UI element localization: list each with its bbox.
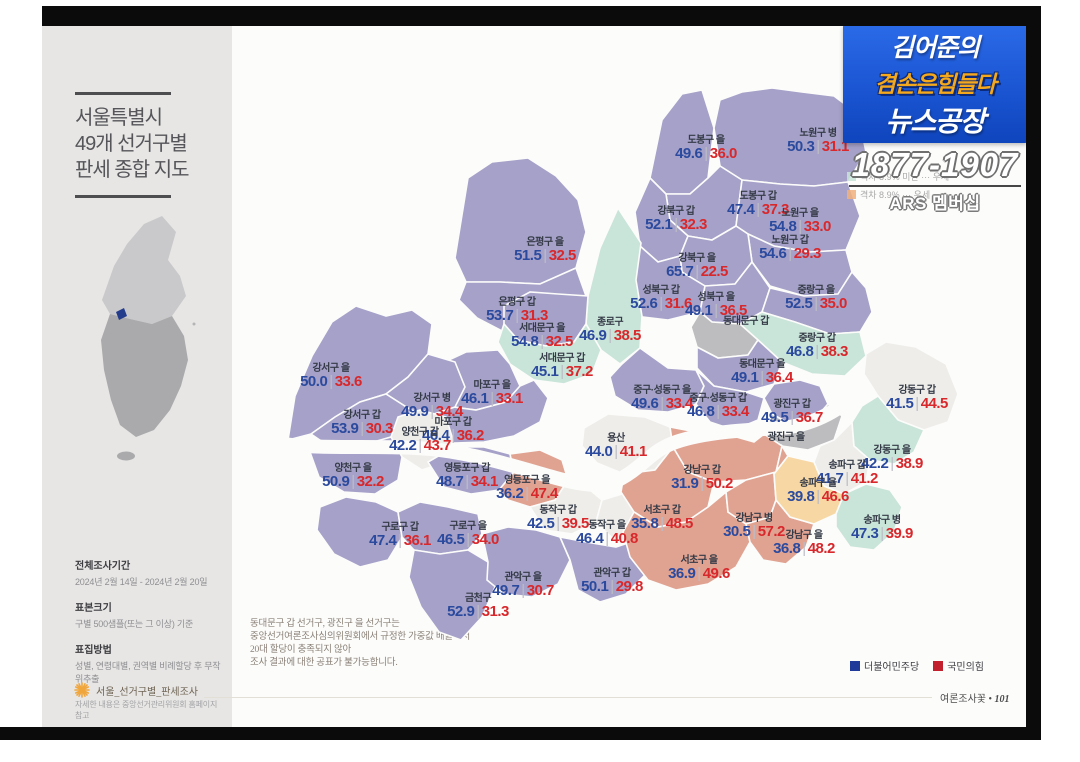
flower-logo-icon [74, 682, 90, 698]
legend-item-dem: 더불어민주당 [850, 658, 919, 673]
fragment-swatch-orange [847, 190, 856, 199]
footer-divider-dot: • [988, 694, 993, 705]
notice-line: 중앙선거여론조사심의위원회에서 규정한 가중값 배율에서 [250, 632, 471, 642]
district-shape-gangdong-eul [851, 394, 926, 465]
notice-line: 동대문구 갑 선거구, 광진구 을 선거구는 [250, 619, 400, 629]
han-river [275, 385, 865, 492]
legend-fragment-1: 격차 8.9% 미만 ··· 우세 [843, 170, 1027, 183]
show-logo-line2: 겸손은힘들다 [874, 71, 997, 97]
title-rule-top [75, 92, 171, 95]
letterbox-top [42, 6, 1041, 26]
broadcast-overlay: 격차 8.9% 미만 ··· 우세 격차 8.9% ··· 우세 김어준의 겸손… [843, 25, 1027, 214]
page-title-line1: 서울특별시 [75, 107, 163, 129]
fragment-text: 격차 8.9% ··· 우세 [860, 190, 931, 200]
page-number: 101 [994, 694, 1010, 705]
district-shape-seodaemun-gap [497, 322, 602, 385]
no-data-notice: 동대문구 갑 선거구, 광진구 을 선거구는 중앙선거여론조사심의위원회에서 규… [250, 618, 470, 670]
footer-divider-line [204, 697, 932, 698]
district-shape-dobong-eul [649, 89, 715, 195]
notice-line: 조사 결과에 대한 공표가 불가능합니다. [250, 658, 398, 668]
dem-color-swatch [850, 661, 860, 671]
sidebar: 서울특별시 49개 선거구별 판세 종합 지도 전체조사기간 2024년 2월 … [42, 26, 232, 727]
fragment-text: 격차 8.9% 미만 ··· 우세 [860, 172, 950, 182]
district-shape-eunpyeong-eul [454, 157, 587, 285]
title-block: 서울특별시 49개 선거구별 판세 종합 지도 [75, 92, 205, 198]
sample-size-value: 구별 500샘플(또는 그 이상) 기준 [75, 619, 194, 629]
legend-item-ppp: 국민의힘 [933, 658, 984, 673]
ars-phone-number: 1877-1907 [851, 146, 1019, 183]
footer-project-label: 서울_선거구별_판세조사 [96, 686, 198, 698]
district-shape-geumcheon [408, 549, 496, 641]
show-logo-line3: 뉴스공장 [885, 106, 985, 137]
dem-legend-label: 더불어민주당 [864, 662, 920, 673]
page-title-line3: 판세 종합 지도 [75, 159, 190, 181]
survey-period-label: 전체조사기간 [75, 561, 131, 572]
survey-info: 전체조사기간 2024년 2월 14일 - 2024년 2월 20일 표본크기 … [75, 546, 225, 721]
title-rule-bottom [75, 195, 171, 198]
show-logo-line1: 김어준의 [890, 34, 980, 62]
survey-period-value: 2024년 2월 14일 - 2024년 2월 20일 [75, 577, 208, 587]
party-legend: 더불어민주당 국민의힘 [850, 658, 984, 673]
letterbox-bottom [0, 727, 1041, 740]
ppp-color-swatch [933, 661, 944, 671]
overlay-divider [849, 185, 1021, 187]
district-shape-gwanak-eul [481, 526, 571, 598]
korea-locator-map [101, 216, 196, 461]
district-shapes [287, 87, 959, 641]
fragment-swatch-teal [847, 172, 856, 181]
ppp-legend-label: 국민의힘 [947, 662, 985, 673]
source-name: 여론조사꽃 [940, 694, 986, 705]
district-shape-guro-gap [316, 496, 403, 568]
footer-source: 여론조사꽃 • 101 [940, 690, 1010, 705]
seoul-marker [116, 308, 127, 320]
sample-size-label: 표본크기 [75, 603, 112, 614]
survey-note: 자세한 내용은 중앙선거관리위원회 홈페이지 참고 [75, 700, 218, 720]
sampling-method-label: 표집방법 [75, 645, 112, 656]
district-shape-songpa-byeong [835, 483, 903, 551]
district-shape-guro-eul [397, 501, 483, 555]
district-shape-gangdong-gap [863, 341, 959, 431]
notice-line: 20대 할당이 충족되지 않아 [250, 645, 352, 655]
sampling-method-value: 성별, 연령대별, 권역별 비례할당 후 무작위추출 [75, 661, 221, 684]
ars-membership-label: ARS 멤버십 [889, 194, 981, 213]
letterbox-right [1026, 6, 1041, 740]
page-title-line2: 49개 선거구별 [75, 133, 188, 155]
district-shape-dongdaemun-eul [696, 338, 783, 393]
footer-project: 서울_선거구별_판세조사 [74, 682, 198, 698]
legend-fragment-2: 격차 8.9% ··· 우세 [843, 188, 1027, 201]
show-logo: 김어준의 겸손은힘들다 뉴스공장 [843, 25, 1027, 143]
